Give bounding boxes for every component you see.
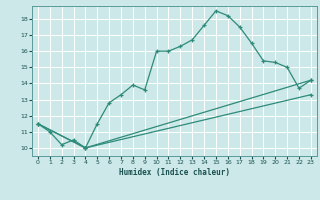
- X-axis label: Humidex (Indice chaleur): Humidex (Indice chaleur): [119, 168, 230, 177]
